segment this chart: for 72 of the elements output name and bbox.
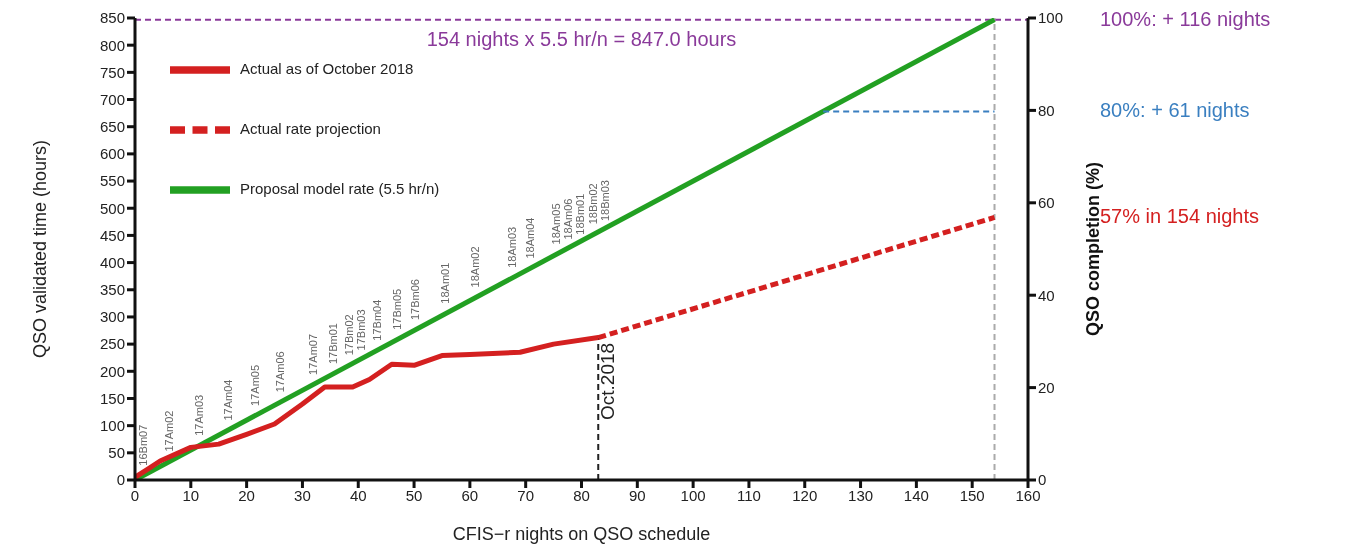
x-tick-label: 20 bbox=[238, 486, 255, 504]
annotation: 17Am07 bbox=[307, 333, 320, 375]
annotation: 18Am01 bbox=[439, 262, 452, 304]
annotation: 18Bm01 bbox=[573, 193, 586, 235]
legend-label: Actual rate projection bbox=[240, 119, 381, 137]
x-tick-label: 50 bbox=[405, 486, 423, 504]
y-tick-label: 300 bbox=[99, 308, 125, 326]
annotation: 17Bm04 bbox=[370, 299, 383, 341]
x-tick-label: 120 bbox=[792, 486, 818, 504]
annotation: 17Bm03 bbox=[355, 309, 368, 351]
y-axis-title: QSO validated time (hours) bbox=[30, 139, 51, 359]
y-tick-label: 550 bbox=[99, 172, 125, 190]
annotation: 17Am02 bbox=[163, 410, 176, 452]
annotation: 18Am05 bbox=[549, 203, 562, 245]
annotation: 18Am06 bbox=[561, 198, 574, 240]
annotation: 17Bm05 bbox=[390, 288, 403, 330]
y-tick-label: 400 bbox=[99, 253, 125, 271]
x-tick-label: 140 bbox=[903, 486, 929, 504]
y-tick-label: 200 bbox=[99, 362, 125, 380]
legend-label: Proposal model rate (5.5 hr/n) bbox=[240, 179, 440, 197]
x-tick-label: 130 bbox=[848, 486, 874, 504]
x-tick-label: 110 bbox=[736, 486, 761, 504]
y2-tick-label: 60 bbox=[1038, 194, 1055, 212]
annotation: 17Bm06 bbox=[408, 279, 421, 320]
x-tick-label: 100 bbox=[680, 486, 706, 504]
x-tick-label: 160 bbox=[1015, 486, 1041, 504]
y-tick-label: 800 bbox=[99, 36, 125, 54]
annotation: 17Am03 bbox=[192, 394, 205, 436]
annotation: 18Am03 bbox=[506, 226, 519, 268]
y-tick-label: 850 bbox=[99, 9, 125, 27]
x-tick-label: 70 bbox=[517, 486, 535, 504]
x-tick-label: 80 bbox=[573, 486, 590, 504]
annotation: 18Am04 bbox=[523, 217, 536, 259]
text: 80%: + 61 nights bbox=[1100, 99, 1250, 123]
y-tick-label: 700 bbox=[99, 90, 125, 108]
y-tick-label: 600 bbox=[99, 145, 125, 163]
annotation: 17Bm01 bbox=[327, 323, 340, 365]
x-tick-label: 30 bbox=[294, 486, 311, 504]
legend-label: Actual as of October 2018 bbox=[240, 59, 414, 77]
x-tick-label: 10 bbox=[182, 486, 200, 504]
y-tick-label: 650 bbox=[99, 118, 125, 136]
y-tick-label: 750 bbox=[99, 63, 125, 81]
annotation: 18Am02 bbox=[469, 246, 482, 288]
x-tick-label: 0 bbox=[130, 486, 140, 504]
x-tick-label: 90 bbox=[628, 486, 646, 504]
y-tick-label: 150 bbox=[99, 389, 125, 407]
x-tick-label: 40 bbox=[349, 486, 367, 504]
y2-tick-label: 20 bbox=[1038, 378, 1055, 396]
annotation: 16Bm07 bbox=[136, 424, 149, 466]
y-tick-label: 100 bbox=[99, 416, 125, 434]
annotation: 17Am06 bbox=[274, 351, 287, 393]
text: 100%: + 116 nights bbox=[1100, 7, 1271, 31]
y-tick-label: 50 bbox=[108, 444, 125, 462]
y-tick-label: 0 bbox=[116, 471, 125, 489]
annotation: 18Bm02 bbox=[587, 183, 600, 225]
ref-line-label: Oct.2018 bbox=[597, 342, 619, 420]
y2-tick-label: 40 bbox=[1038, 286, 1055, 304]
annotation: 17Am04 bbox=[221, 379, 234, 421]
x-tick-label: 150 bbox=[959, 486, 985, 504]
y-tick-label: 500 bbox=[99, 199, 125, 217]
y-tick-label: 450 bbox=[99, 226, 125, 244]
y2-tick-label: 100 bbox=[1038, 9, 1064, 27]
annotation: 17Am05 bbox=[249, 364, 261, 406]
x-tick-label: 60 bbox=[461, 486, 479, 504]
annotation: 17Bm02 bbox=[343, 314, 356, 356]
x-axis-title: CFIS−r nights on QSO schedule bbox=[452, 524, 711, 544]
annotation: 18Bm03 bbox=[599, 180, 612, 222]
y2-tick-label: 0 bbox=[1038, 471, 1047, 489]
ref-line-label: 154 nights x 5.5 hr/n = 847.0 hours bbox=[426, 27, 737, 50]
y2-tick-label: 80 bbox=[1038, 101, 1055, 119]
y-tick-label: 250 bbox=[99, 335, 125, 353]
y-tick-label: 350 bbox=[99, 281, 125, 299]
